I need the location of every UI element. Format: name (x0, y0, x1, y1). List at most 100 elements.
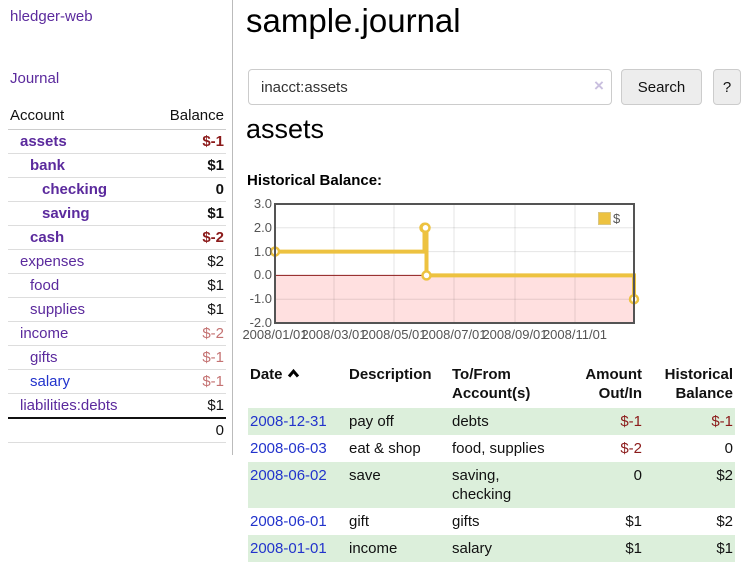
x-tick-label: 2008/01/01 (242, 327, 308, 342)
account-balance: $1 (207, 157, 224, 174)
search-input[interactable] (248, 69, 612, 105)
register-date-link[interactable]: 2008-12-31 (250, 413, 327, 430)
register-date-cell: 2008-01-01 (248, 535, 347, 562)
x-tick-label: 2008/05/01 (361, 327, 427, 342)
search-button[interactable]: Search (621, 69, 702, 105)
account-balance: $1 (207, 397, 224, 414)
col-header-amount: Amount Out/In (585, 366, 642, 402)
account-name-cell: salary (8, 370, 151, 394)
x-tick-label: 2008/03/01 (301, 327, 367, 342)
y-tick-label: 0.0 (253, 267, 272, 283)
register-description-cell: eat & shop (349, 440, 421, 457)
register-accounts-cell: food, supplies (452, 440, 545, 457)
legend-swatch (598, 212, 611, 225)
account-link[interactable]: bank (30, 157, 66, 174)
account-name-cell: cash (8, 226, 151, 250)
account-name-cell: liabilities:debts (8, 394, 151, 419)
balance-chart-svg (269, 203, 640, 324)
account-name-cell: expenses (8, 250, 151, 274)
account-link[interactable]: supplies (30, 301, 86, 318)
account-balance: $-2 (202, 325, 224, 342)
account-link[interactable]: income (20, 325, 69, 342)
y-tick-label: -2.0 (249, 315, 272, 330)
account-row: saving $1 (8, 201, 226, 226)
table-row: 2008-06-01 gift gifts $1 $2 (248, 508, 735, 535)
data-point (420, 222, 431, 234)
x-tick-label: 2008/07/01 (421, 327, 487, 342)
account-name-cell: saving (8, 202, 151, 226)
account-link[interactable]: saving (42, 205, 90, 222)
app-title-link[interactable]: hledger-web (10, 8, 93, 25)
accounts-total-row: 0 (8, 418, 226, 443)
account-link[interactable]: expenses (20, 253, 85, 270)
account-heading: assets (246, 114, 325, 144)
account-link[interactable]: assets (20, 133, 67, 150)
table-row: 2008-06-03 eat & shop food, supplies $-2 0 (248, 435, 735, 462)
x-tick-label: 2008/09/01 (482, 327, 548, 342)
account-link[interactable]: salary (30, 373, 71, 390)
register-amount-cell: $-1 (620, 413, 642, 430)
account-name-cell: checking (8, 178, 151, 202)
register-balance-cell: $-1 (711, 413, 733, 430)
register-description-cell: save (349, 467, 381, 484)
account-row: checking 0 (8, 177, 226, 202)
account-row: gifts $-1 (8, 345, 226, 370)
col-header-description: Description (349, 366, 432, 383)
register-date-link[interactable]: 2008-01-01 (250, 540, 327, 557)
historical-balance-chart: $ 3.0 2.0 1.0 0.0 -1.0 -2.0 2008/01/01 2008/03/… (242, 196, 742, 348)
register-table: Date Description To/From Account(s) Amou… (248, 362, 735, 562)
sidebar: hledger-web Journal Account Balance asse… (0, 0, 233, 455)
help-button[interactable]: ? (713, 69, 741, 105)
y-tick-label: 2.0 (253, 219, 272, 235)
accounts-table: Account Balance assets $-1 bank $1 checking 0… (8, 104, 226, 443)
register-date-link[interactable]: 2008-06-01 (250, 513, 327, 530)
account-balance: $1 (207, 277, 224, 294)
accounts-col-balance: Balance (151, 104, 226, 130)
clear-search-icon[interactable]: × (594, 76, 604, 95)
sidebar-item-journal[interactable]: Journal (10, 70, 60, 87)
register-date-link[interactable]: 2008-06-03 (250, 440, 327, 457)
account-row: salary $-1 (8, 369, 226, 394)
x-tick-label: 2008/11/01 (542, 327, 608, 342)
account-balance: $-1 (202, 349, 224, 366)
register-description-cell: pay off (349, 413, 394, 430)
register-amount-cell: $1 (625, 540, 642, 557)
col-header-balance: Historical Balance (664, 366, 733, 402)
register-date-link[interactable]: 2008-06-02 (250, 467, 327, 484)
account-link[interactable]: food (30, 277, 60, 294)
y-tick-label: -1.0 (249, 291, 272, 307)
account-name-cell: supplies (8, 298, 151, 322)
accounts-total-spacer (8, 418, 151, 443)
negative-region (275, 275, 634, 323)
register-date-cell: 2008-06-01 (248, 508, 347, 535)
account-link[interactable]: liabilities:debts (20, 397, 118, 414)
table-row: 2008-06-02 save saving, checking 0 $2 (248, 462, 735, 508)
register-accounts-cell: salary (452, 540, 493, 557)
account-balance: $-1 (202, 133, 224, 150)
account-balance: $1 (207, 301, 224, 318)
account-name-cell: bank (8, 154, 151, 178)
sort-ascending-icon (287, 365, 300, 384)
accounts-col-account: Account (8, 104, 152, 130)
legend-label: $ (613, 211, 621, 226)
accounts-total-value: 0 (215, 422, 224, 439)
account-name-cell: assets (8, 130, 151, 154)
page-title: sample.journal (246, 2, 461, 39)
chart-legend: $ (598, 211, 620, 226)
account-name-cell: food (8, 274, 151, 298)
y-tick-label: 1.0 (253, 243, 272, 259)
account-balance: 0 (215, 181, 224, 198)
account-row: cash $-2 (8, 225, 226, 250)
account-row: bank $1 (8, 153, 226, 178)
col-header-accounts: To/From Account(s) (452, 366, 531, 402)
register-amount-cell: $-2 (620, 440, 642, 457)
register-amount-cell: $1 (625, 513, 642, 530)
account-link[interactable]: cash (30, 229, 65, 246)
col-header-date[interactable]: Date (248, 362, 347, 408)
account-link[interactable]: checking (42, 181, 108, 198)
account-balance: $2 (207, 253, 224, 270)
register-date-cell: 2008-12-31 (248, 408, 347, 435)
register-amount-cell: 0 (633, 467, 642, 484)
chart-title: Historical Balance: (247, 172, 383, 189)
account-link[interactable]: gifts (30, 349, 58, 366)
